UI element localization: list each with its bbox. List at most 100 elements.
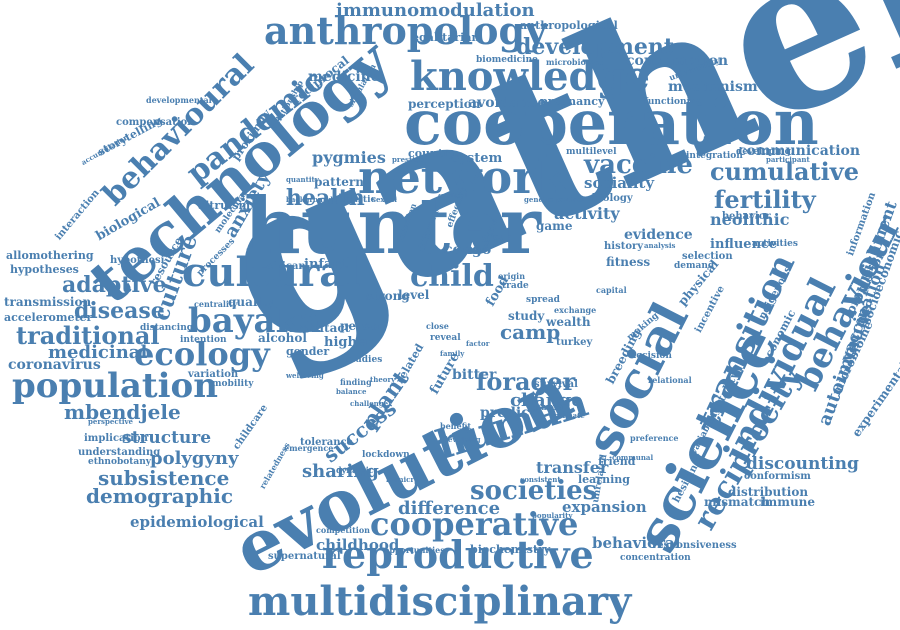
word: multidisciplinary — [248, 578, 632, 625]
word: camp — [500, 320, 561, 344]
word: infant — [304, 257, 348, 272]
word: structure — [122, 428, 212, 448]
word: mismatch — [704, 495, 771, 509]
word: factor — [466, 339, 490, 348]
word: health — [286, 185, 365, 211]
word: demographic — [86, 484, 233, 508]
word: traditional — [16, 321, 160, 350]
word: opportunities — [384, 545, 445, 555]
word: quantity — [286, 175, 319, 184]
word: subsistence — [98, 466, 230, 490]
word: perception — [408, 97, 481, 111]
word: behavior — [722, 211, 771, 222]
word: behavioral — [592, 534, 681, 552]
word: conformism — [744, 471, 811, 482]
word: change — [510, 390, 583, 411]
word: theory — [370, 375, 396, 384]
word: childcare — [231, 402, 271, 452]
word: implication — [84, 433, 148, 444]
word: lockdown — [362, 450, 410, 460]
word: distancing — [140, 323, 194, 333]
word: alcohol — [258, 331, 307, 345]
word: sharing — [302, 461, 379, 482]
word: system — [452, 151, 503, 166]
word: hunter — [244, 181, 541, 272]
word: anthropology — [264, 8, 548, 53]
word: participant — [766, 155, 810, 164]
word: development — [516, 34, 675, 60]
word: popularity — [532, 511, 573, 520]
word: consistent — [520, 475, 561, 484]
word: supernatural — [268, 551, 341, 562]
word: functioning — [644, 97, 703, 107]
word: medicine — [308, 69, 380, 85]
word: gender — [286, 345, 330, 358]
word: transfer — [536, 458, 609, 477]
word: preference — [630, 433, 679, 443]
word: spread — [526, 295, 560, 305]
word: level — [398, 288, 430, 302]
word: discounting — [746, 454, 859, 474]
word: dynamic — [336, 465, 374, 475]
word: mimicry — [386, 475, 419, 484]
word: cyclical — [438, 191, 468, 200]
word: societies — [470, 476, 598, 506]
word: study — [508, 309, 545, 323]
word: relatedness — [257, 440, 292, 491]
word: distribution — [728, 485, 809, 499]
word: tolerance — [300, 437, 353, 448]
word: knowledge — [410, 53, 650, 100]
word: ecology — [134, 335, 270, 373]
word: balance — [336, 387, 367, 396]
word: adaptive — [62, 272, 167, 298]
word: concentration — [620, 553, 691, 563]
word: forager — [476, 367, 576, 396]
word: prestige — [392, 155, 425, 164]
word: child — [410, 259, 494, 294]
word: anthropological — [520, 19, 618, 32]
word: ethnobotany — [88, 457, 152, 467]
word: medicinal — [48, 342, 148, 363]
word: turkey — [556, 337, 593, 348]
word: evidence — [624, 227, 693, 243]
word: exchange — [554, 305, 597, 315]
word: sociality — [584, 174, 655, 192]
word: analysis — [644, 241, 676, 250]
word: cooperation — [404, 86, 819, 159]
word: avoidance — [468, 95, 547, 111]
word: biology — [592, 193, 633, 204]
word: polygyny — [150, 448, 239, 469]
word: immunomodulation — [336, 0, 535, 21]
word: fitness — [606, 255, 651, 269]
word: emergence — [284, 443, 334, 453]
word: pregnancy — [540, 95, 605, 108]
word: microbiomes — [546, 57, 604, 67]
word: biochemistry — [470, 543, 551, 556]
word: pygmies — [312, 148, 386, 167]
word: mechanism — [668, 79, 758, 95]
word: centrality — [194, 299, 238, 309]
word: integration — [686, 151, 743, 161]
word: consumption — [626, 53, 729, 69]
word: gambia — [532, 403, 561, 412]
word: studies — [346, 355, 383, 365]
word: trade — [502, 281, 529, 291]
word: primate — [554, 411, 585, 420]
word: sexual — [372, 195, 397, 204]
word: genetic — [524, 195, 554, 204]
word: capital — [596, 285, 627, 295]
word: egalitarian — [412, 31, 480, 44]
word: hypothesi — [110, 255, 165, 266]
word: intention — [180, 335, 227, 345]
word: influence — [710, 237, 778, 252]
word: partner — [556, 195, 586, 204]
word: bayaka — [188, 301, 322, 341]
word: strong — [366, 289, 410, 303]
word: immune — [760, 495, 816, 509]
word: activity — [554, 204, 620, 223]
word: developmental — [146, 95, 212, 105]
word: wellbeing — [286, 371, 324, 380]
word: activities — [752, 239, 798, 249]
word: hypotheses — [10, 263, 79, 276]
word: demand — [674, 261, 715, 271]
